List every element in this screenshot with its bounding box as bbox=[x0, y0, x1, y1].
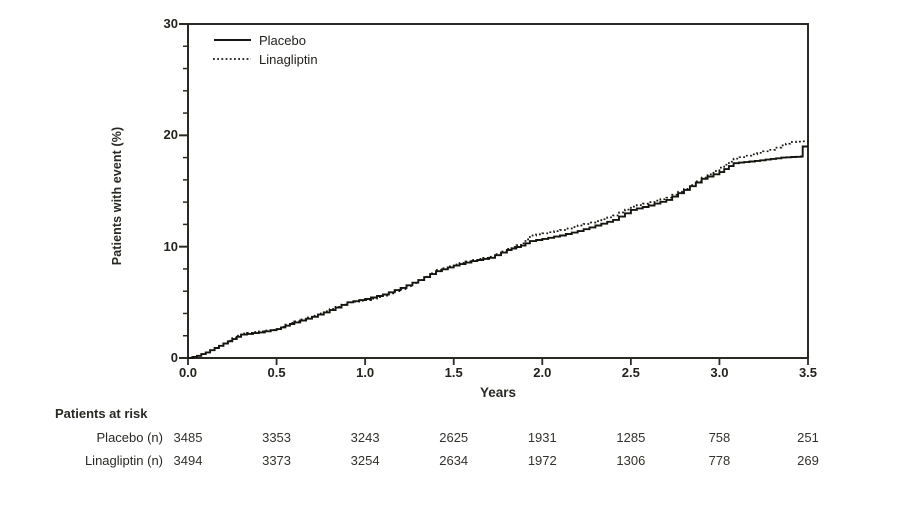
x-tick-label: 2.0 bbox=[533, 365, 552, 380]
x-tick-label: 1.0 bbox=[356, 365, 375, 380]
x-tick-label: 2.5 bbox=[621, 365, 640, 380]
risk-row-label-linagliptin: Linagliptin (n) bbox=[84, 453, 163, 468]
risk-count: 2634 bbox=[439, 453, 469, 468]
risk-count: 1931 bbox=[527, 430, 557, 445]
risk-row-label-placebo: Placebo (n) bbox=[96, 430, 163, 445]
x-tick-label: 0.5 bbox=[267, 365, 286, 380]
risk-count: 2625 bbox=[439, 430, 469, 445]
y-tick-label: 30 bbox=[163, 16, 178, 31]
risk-count: 251 bbox=[797, 430, 819, 445]
placebo-curve bbox=[188, 145, 808, 359]
risk-count: 3254 bbox=[350, 453, 380, 468]
risk-count: 1285 bbox=[616, 430, 646, 445]
x-tick-label: 3.5 bbox=[798, 365, 818, 380]
risk-count: 3353 bbox=[262, 430, 292, 445]
y-tick-label: 20 bbox=[163, 127, 178, 143]
legend: Placebo Linagliptin bbox=[259, 32, 318, 67]
linagliptin-curve bbox=[188, 140, 809, 359]
legend-label-linagliptin: Linagliptin bbox=[259, 51, 318, 67]
legend-item-linagliptin: Linagliptin bbox=[259, 51, 318, 67]
risk-count: 3494 bbox=[173, 453, 203, 468]
x-tick-label: 3.0 bbox=[710, 365, 729, 380]
x-tick-label: 0.0 bbox=[178, 365, 198, 380]
risk-count: 269 bbox=[797, 453, 819, 468]
y-tick-label: 10 bbox=[163, 238, 178, 254]
risk-count: 3373 bbox=[262, 453, 292, 468]
y-axis-title: Patients with event (%) bbox=[110, 126, 124, 266]
y-tick-label: 0 bbox=[170, 350, 178, 365]
risk-count: 3485 bbox=[173, 430, 203, 445]
risk-count: 3243 bbox=[350, 430, 380, 445]
x-axis-title: Years bbox=[479, 385, 517, 400]
risk-count: 1972 bbox=[527, 453, 557, 468]
x-tick-label: 1.5 bbox=[444, 365, 463, 380]
legend-item-placebo: Placebo bbox=[259, 32, 318, 48]
risk-count: 1306 bbox=[616, 453, 646, 468]
risk-count: 758 bbox=[708, 430, 731, 445]
risk-count: 778 bbox=[708, 453, 731, 468]
legend-label-placebo: Placebo bbox=[259, 32, 306, 48]
plot-border bbox=[187, 23, 809, 359]
risk-table-header: Patients at risk bbox=[55, 406, 148, 421]
